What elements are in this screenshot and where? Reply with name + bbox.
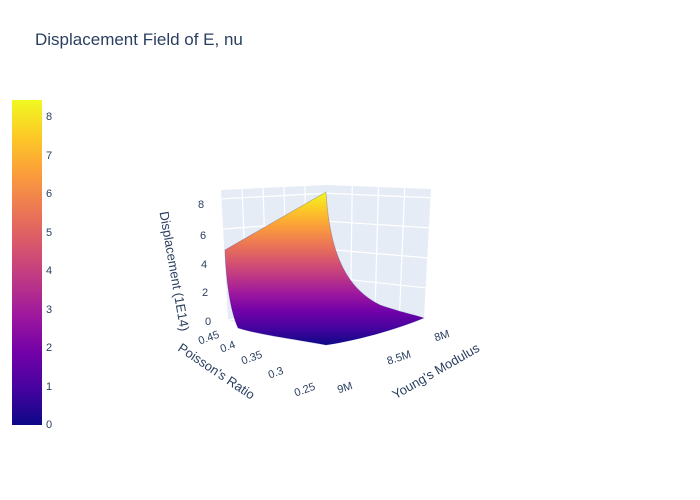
z-tick-4: 4 — [201, 259, 207, 271]
z-axis-title: Displacement (1E14) — [157, 210, 193, 332]
displacement-surface[interactable] — [225, 192, 424, 345]
grid-line-left-z — [221, 192, 327, 200]
colorbar-tick-4: 4 — [46, 265, 53, 278]
y-tick-0.3: 0.3 — [267, 365, 285, 382]
y-tick-0.4: 0.4 — [219, 339, 237, 356]
chart-title: Displacement Field of E, nu — [35, 30, 243, 49]
x-tick-9M: 9M — [336, 380, 354, 396]
colorbar: 0 1 2 3 4 5 6 7 8 — [12, 100, 52, 431]
x-axis-title: Young's Modulus — [390, 340, 483, 402]
colorbar-tick-6: 6 — [46, 188, 53, 201]
grid-line-right-v — [374, 186, 380, 312]
colorbar-tick-7: 7 — [46, 149, 53, 162]
colorbar-tick-3: 3 — [46, 303, 53, 316]
colorbar-tick-0: 0 — [46, 419, 53, 431]
z-tick-0: 0 — [205, 316, 211, 328]
colorbar-tick-2: 2 — [46, 342, 53, 355]
x-tick-8.5M: 8.5M — [386, 349, 413, 368]
y-tick-0.45: 0.45 — [197, 329, 221, 348]
colorbar-tick-1: 1 — [46, 380, 53, 393]
z-tick-2: 2 — [202, 287, 208, 299]
z-tick-8: 8 — [198, 199, 204, 211]
y-tick-0.25: 0.25 — [293, 381, 317, 400]
y-tick-0.35: 0.35 — [240, 349, 264, 368]
colorbar-tick-5: 5 — [46, 226, 53, 239]
y-axis-title: Poisson's Ratio — [175, 340, 257, 402]
surface-edge — [224, 191, 426, 346]
colorbar-tick-8: 8 — [46, 111, 53, 124]
colorbar-gradient — [12, 100, 42, 425]
x-tick-8M: 8M — [433, 328, 451, 344]
z-tick-6: 6 — [200, 230, 206, 242]
grid-line-right-v — [398, 187, 406, 315]
